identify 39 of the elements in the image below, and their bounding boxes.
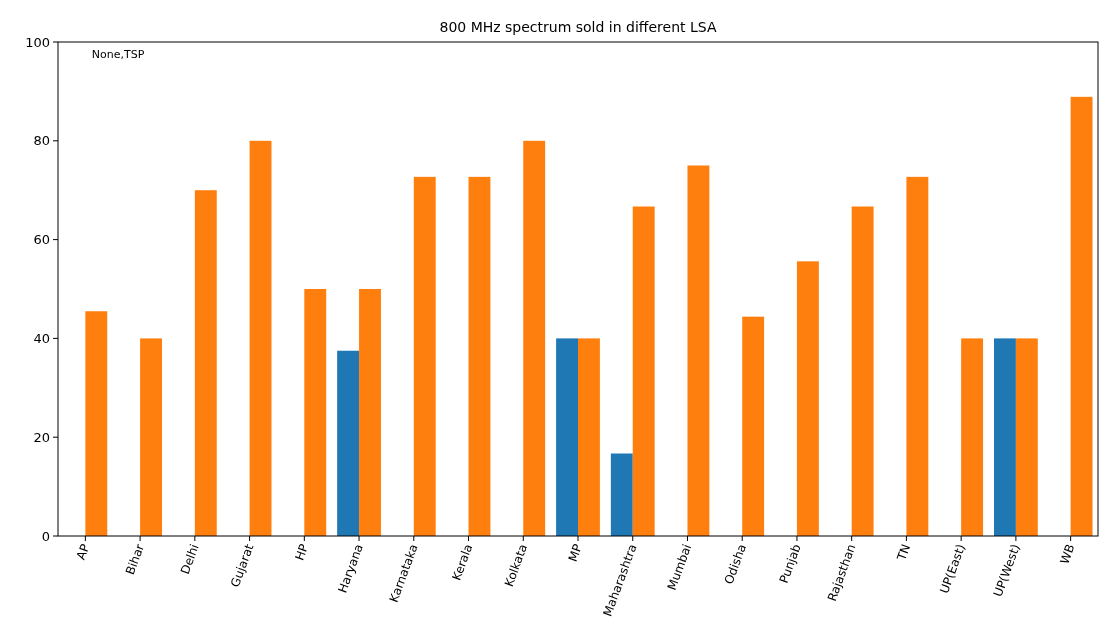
bar	[556, 338, 578, 536]
x-tick-label: AP	[73, 542, 93, 562]
x-tick-label: Bihar	[123, 542, 147, 577]
bar	[523, 140, 546, 536]
bar	[194, 190, 217, 536]
bar	[359, 289, 381, 536]
x-tick-label: Delhi	[177, 542, 202, 577]
y-tick-label: 0	[41, 528, 50, 544]
bar	[1015, 338, 1038, 536]
bar	[610, 453, 633, 536]
bar	[687, 165, 710, 536]
bar	[337, 350, 360, 536]
x-tick-label: TN	[894, 542, 914, 564]
annotation: None,TSP	[91, 48, 145, 61]
bar	[961, 338, 984, 536]
x-tick-label: Kerala	[449, 542, 476, 583]
bar	[304, 289, 327, 536]
bar	[994, 338, 1016, 536]
y-tick-label: 60	[33, 232, 50, 248]
bar	[1070, 96, 1093, 536]
bar	[906, 176, 929, 536]
bar	[796, 261, 819, 536]
y-tick-label: 80	[33, 133, 50, 149]
y-tick-label: 40	[33, 330, 50, 346]
bar	[742, 316, 765, 536]
bar	[632, 206, 655, 536]
bar	[413, 176, 436, 536]
chart-title: 800 MHz spectrum sold in different LSA	[439, 19, 717, 35]
bar	[468, 176, 491, 536]
bar	[140, 338, 162, 536]
x-tick-label: WB	[1057, 542, 1078, 566]
bar	[851, 206, 874, 536]
y-tick-label: 20	[33, 429, 50, 445]
bar	[85, 311, 108, 536]
bar	[578, 338, 600, 536]
bar	[249, 140, 272, 536]
x-tick-label: HP	[292, 542, 312, 563]
y-tick-label: 100	[25, 34, 50, 50]
x-tick-label: MP	[565, 542, 585, 564]
